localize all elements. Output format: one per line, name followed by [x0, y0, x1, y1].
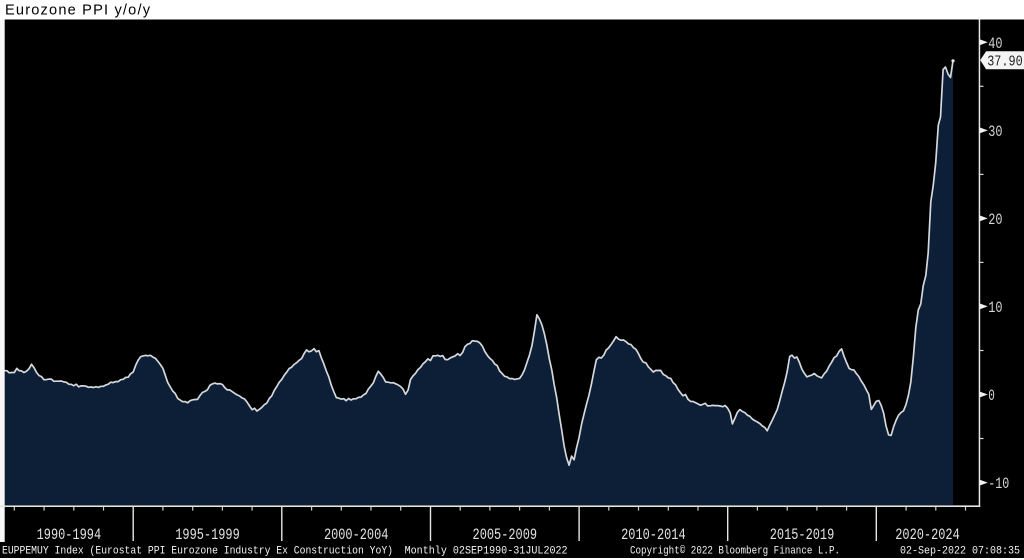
svg-text:20: 20 — [988, 211, 1002, 229]
svg-text:Monthly 02SEP1990-31JUL2022: Monthly 02SEP1990-31JUL2022 — [405, 545, 568, 557]
svg-text:10: 10 — [988, 299, 1002, 317]
svg-text:2005-2009: 2005-2009 — [473, 526, 538, 544]
svg-text:Eurozone PPI y/o/y: Eurozone PPI y/o/y — [5, 3, 151, 19]
svg-text:30: 30 — [988, 123, 1002, 141]
svg-text:Copyright© 2022 Bloomberg Fina: Copyright© 2022 Bloomberg Finance L.P. — [630, 545, 840, 557]
svg-text:40: 40 — [988, 35, 1002, 53]
svg-text:2010-2014: 2010-2014 — [621, 526, 686, 544]
svg-text:EUPPEMUY Index (Eurostat PPI E: EUPPEMUY Index (Eurostat PPI Eurozone In… — [2, 545, 393, 557]
svg-text:2000-2004: 2000-2004 — [324, 526, 389, 544]
svg-text:02-Sep-2022 07:08:35: 02-Sep-2022 07:08:35 — [900, 545, 1020, 557]
svg-text:1995-1999: 1995-1999 — [175, 526, 240, 544]
svg-text:37.90: 37.90 — [987, 54, 1023, 70]
svg-text:1990-1994: 1990-1994 — [37, 526, 102, 544]
svg-text:2020-2024: 2020-2024 — [895, 526, 960, 544]
svg-text:0: 0 — [988, 387, 995, 405]
svg-text:2015-2019: 2015-2019 — [770, 526, 835, 544]
svg-text:-10: -10 — [988, 475, 1009, 493]
